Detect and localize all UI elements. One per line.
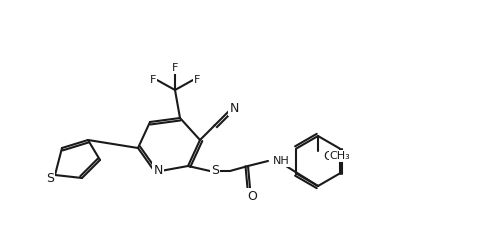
- Text: CH₃: CH₃: [330, 151, 350, 161]
- Text: O: O: [247, 189, 257, 203]
- Text: F: F: [194, 75, 200, 85]
- Text: N: N: [153, 164, 163, 177]
- Text: O: O: [323, 149, 333, 163]
- Text: S: S: [46, 172, 54, 184]
- Text: F: F: [150, 75, 156, 85]
- Text: S: S: [211, 164, 219, 178]
- Text: F: F: [172, 63, 178, 73]
- Text: NH: NH: [273, 156, 290, 166]
- Text: N: N: [229, 101, 239, 114]
